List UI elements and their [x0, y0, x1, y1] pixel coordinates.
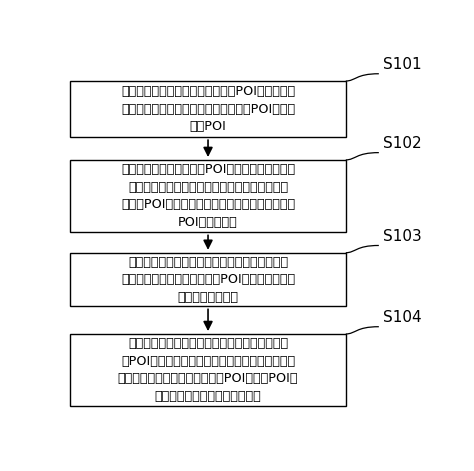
Text: S103: S103	[383, 228, 421, 244]
Text: 获取待检测的网络信号集和兴趣点POI集，所述网
络信号集包括多个无线网络信号，所述POI集包括
多个POI: 获取待检测的网络信号集和兴趣点POI集，所述网 络信号集包括多个无线网络信号，所…	[121, 85, 295, 133]
Text: 对筛选出的各个所述目标组合中的无线网络信号
和POI进行语义相关度检测处理，得到至少一个关
联数据集，所述关联数据集包括POI和与该POI语
义相关的至少一个无: 对筛选出的各个所述目标组合中的无线网络信号 和POI进行语义相关度检测处理，得到…	[118, 338, 298, 403]
Text: S101: S101	[383, 57, 421, 72]
Bar	[70, 253, 346, 307]
Text: 从所述网络信号集和所述POI集中，确定多个候选
组合，每个所述候选组合包括一个无线网络信号
和一个POI，该无线网络信号的信号发出位置和该
POI的位置匹配: 从所述网络信号集和所述POI集中，确定多个候选 组合，每个所述候选组合包括一个无…	[121, 163, 295, 229]
Bar	[70, 334, 346, 406]
Text: S102: S102	[383, 136, 421, 151]
Text: 从所述多个候选组合中筛选得到目标组合，所述
目标组合中的无线网络信号和POI之间的特征距离
大于第一预设阈值: 从所述多个候选组合中筛选得到目标组合，所述 目标组合中的无线网络信号和POI之间…	[121, 256, 295, 304]
Text: S104: S104	[383, 310, 421, 325]
Bar	[70, 160, 346, 232]
Bar	[70, 81, 346, 137]
